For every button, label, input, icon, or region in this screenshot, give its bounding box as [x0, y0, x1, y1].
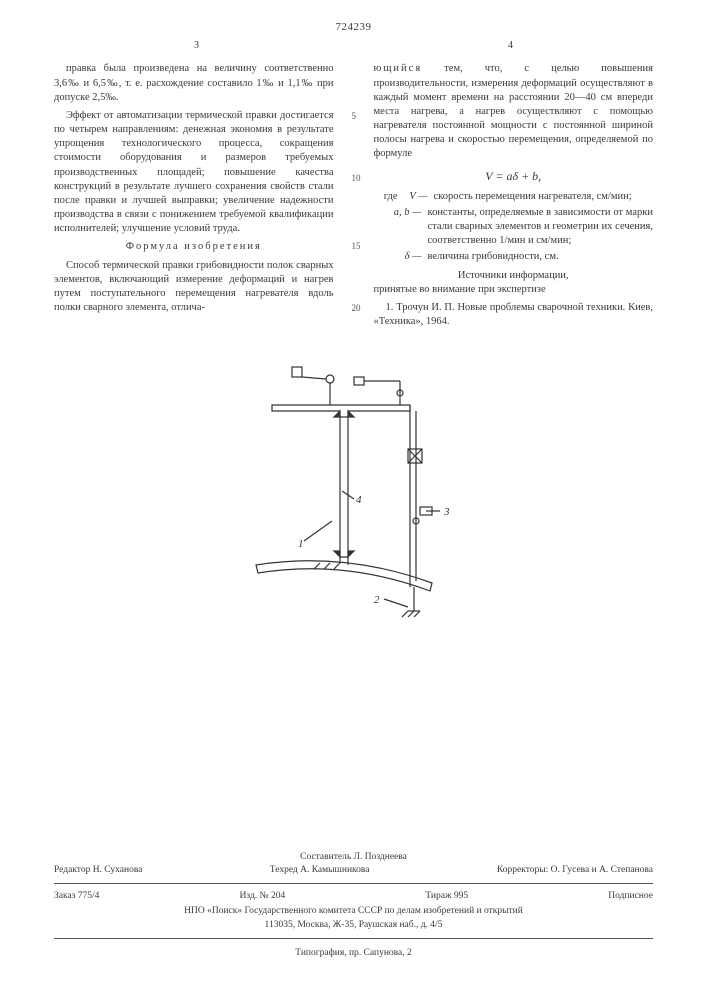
- def-d-text: величина грибовидности, см.: [428, 250, 654, 264]
- source-1: 1. Трочун И. П. Новые проблемы свароч­но…: [374, 301, 654, 329]
- page-numbers: 3 4: [54, 39, 653, 53]
- def-v-sym: V —: [404, 190, 434, 204]
- figure-label-3: 3: [443, 506, 450, 518]
- footer-typography: Типография, пр. Сапунова, 2: [54, 947, 653, 960]
- footer-credits: Редактор Н. Суханова Техред А. Камышнико…: [54, 864, 653, 877]
- def-ab-sym: a, b —: [374, 206, 428, 249]
- left-column: правка была произведена на величину со­о…: [54, 62, 334, 333]
- footer-order: Заказ 775/4: [54, 890, 99, 903]
- figure-label-4: 4: [356, 494, 362, 506]
- footer-compiler: Составитель Л. Позднеева: [54, 851, 653, 864]
- def-row: δ — величина грибовидности, см.: [374, 250, 654, 264]
- figure-svg: 1 2 3 4: [244, 351, 464, 631]
- right-para-1-prefix: ющийся: [374, 63, 423, 74]
- footer-tech: Техред А. Камышникова: [270, 864, 370, 877]
- footer: Составитель Л. Позднеева Редактор Н. Сух…: [54, 851, 653, 960]
- right-column: 5 10 15 20 ющийся тем, что, с целью повы…: [356, 62, 654, 333]
- def-where: где: [374, 190, 404, 204]
- figure-label-1: 1: [298, 538, 304, 550]
- footer-subscription: Подписное: [608, 890, 653, 903]
- right-para-1-body: тем, что, с целью повышения производител…: [374, 63, 654, 159]
- page-number-right: 4: [508, 39, 513, 53]
- footer-rule: [54, 883, 653, 884]
- footer-print-info: Заказ 775/4 Изд. № 204 Тираж 995 Подписн…: [54, 890, 653, 903]
- left-para-1: правка была произведена на величину со­о…: [54, 62, 334, 105]
- line-number: 15: [352, 240, 361, 252]
- footer-org: НПО «Поиск» Государственного комитета СС…: [54, 905, 653, 918]
- footer-izd: Изд. № 204: [240, 890, 286, 903]
- line-number: 5: [352, 110, 357, 122]
- left-para-2: Эффект от автоматизации термической прав…: [54, 109, 334, 237]
- text-columns: правка была произведена на величину со­о…: [54, 62, 653, 333]
- footer-editor: Редактор Н. Суханова: [54, 864, 142, 877]
- patent-number: 724239: [54, 20, 653, 35]
- footer-address: 113035, Москва, Ж-35, Раушская наб., д. …: [54, 919, 653, 932]
- formula-title: Формула изобретения: [54, 240, 334, 254]
- formula: V = aδ + b,: [374, 168, 654, 184]
- sources-subtitle: принятые во внимание при экспертизе: [374, 283, 654, 297]
- left-para-3: Способ термической правки грибовидно­сти…: [54, 259, 334, 316]
- right-para-1: ющийся тем, что, с целью повышения произ…: [374, 62, 654, 161]
- definitions: где V — скорость перемещения нагревате­л…: [374, 190, 654, 265]
- sources-title: Источники информации,: [374, 269, 654, 283]
- page-number-left: 3: [194, 39, 199, 53]
- def-d-sym: δ —: [374, 250, 428, 264]
- figure: 1 2 3 4: [54, 351, 653, 631]
- def-row: a, b — константы, определяемые в за­виси…: [374, 206, 654, 249]
- footer-tirazh: Тираж 995: [425, 890, 468, 903]
- line-number: 10: [352, 172, 361, 184]
- page: 724239 3 4 правка была произведена на ве…: [0, 0, 707, 1000]
- footer-rule: [54, 938, 653, 939]
- def-ab-text: константы, определяемые в за­висимости о…: [428, 206, 654, 249]
- def-v-text: скорость перемещения нагревате­ля, см/ми…: [434, 190, 654, 204]
- figure-label-2: 2: [374, 594, 380, 606]
- def-row: где V — скорость перемещения нагревате­л…: [374, 190, 654, 204]
- line-number: 20: [352, 302, 361, 314]
- footer-corrector: Корректоры: О. Гусева и А. Степанова: [497, 864, 653, 877]
